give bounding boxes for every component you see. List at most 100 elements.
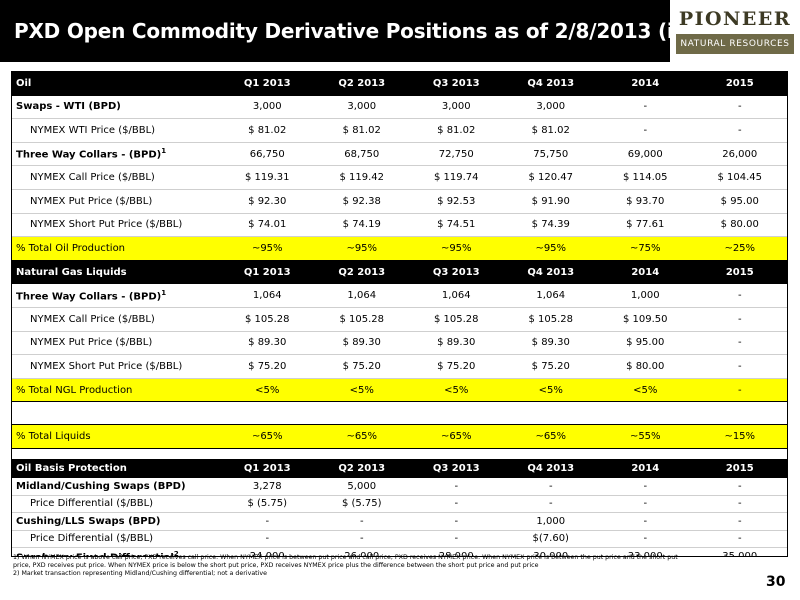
- logo-line-1: PIONEER: [678, 8, 792, 30]
- cell-3: 1,000: [503, 512, 598, 531]
- cell-0: 24,000: [220, 547, 315, 556]
- cell-3: <5%: [503, 378, 598, 403]
- cell-2: Q3 2013: [409, 459, 504, 478]
- cell-0: 66,750: [220, 142, 315, 167]
- cell-1: $ 75.20: [314, 354, 409, 379]
- row-label: NYMEX WTI Price ($/BBL): [12, 118, 220, 143]
- cell-3: $ 120.47: [503, 165, 598, 190]
- cell-2: -: [409, 530, 504, 549]
- cell-1: Q2 2013: [314, 72, 409, 96]
- cell-4: 33,000: [598, 547, 693, 556]
- derivatives-table-container: Oil Q1 2013 Q2 2013 Q3 2013 Q4 2013 2014 2015 S…: [11, 71, 788, 557]
- cell-1: $ 89.30: [314, 331, 409, 356]
- table-row: Spraberry Fixed Differential224,00026,00…: [12, 547, 787, 556]
- cell-5: -: [692, 512, 787, 531]
- cell-4: <5%: [598, 378, 693, 403]
- table-row: Three Way Collars - (BPD)1 66,750 68,750 72…: [12, 142, 787, 167]
- row-label: Oil Basis Protection: [12, 459, 220, 478]
- row-label: Three Way Collars - (BPD)1: [12, 283, 220, 308]
- cell-4: $ 93.70: [598, 189, 693, 214]
- cell-2: 1,064: [409, 283, 504, 308]
- cell-1: ~95%: [314, 236, 409, 261]
- cell-3: 1,064: [503, 283, 598, 308]
- logo-line-2: NATURAL RESOURCES: [676, 34, 794, 54]
- cell-0: $ 105.28: [220, 307, 315, 332]
- cell-2: -: [409, 477, 504, 496]
- cell-4: $ 95.00: [598, 331, 693, 356]
- cell-3: $ 75.20: [503, 354, 598, 379]
- cell-4: 1,000: [598, 283, 693, 308]
- cell-5: -: [692, 118, 787, 143]
- cell-2: $ 92.53: [409, 189, 504, 214]
- cell-2: $ 81.02: [409, 118, 504, 143]
- section-header: Oil Basis Protection Q1 2013 Q2 2013 Q3 201…: [12, 459, 787, 478]
- cell-0: ~95%: [220, 236, 315, 261]
- cell-0: $ 75.20: [220, 354, 315, 379]
- cell-2: $ 105.28: [409, 307, 504, 332]
- cell-0: <5%: [220, 378, 315, 403]
- page-title: PXD Open Commodity Derivative Positions …: [14, 19, 800, 43]
- cell-4: $ 109.50: [598, 307, 693, 332]
- cell-2: $ 75.20: [409, 354, 504, 379]
- cell-5: 35,000: [692, 547, 787, 556]
- cell-2: $ 119.74: [409, 165, 504, 190]
- table-row: Cushing/LLS Swaps (BPD) - - -1,000- -: [12, 512, 787, 531]
- table-row: NYMEX Short Put Price ($/BBL) $ 74.01 $ 74…: [12, 213, 787, 238]
- title-bar: PXD Open Commodity Derivative Positions …: [0, 0, 800, 62]
- cell-5: -: [692, 530, 787, 549]
- cell-2: Q3 2013: [409, 260, 504, 285]
- oil-total-row: % Total Oil Production ~95% ~95% ~95% ~95% ~7…: [12, 236, 787, 261]
- cell-1: 26,000: [314, 547, 409, 556]
- cell-1: <5%: [314, 378, 409, 403]
- cell-4: $ 77.61: [598, 213, 693, 238]
- row-label: % Total Oil Production: [12, 236, 220, 261]
- cell-1: $ 92.38: [314, 189, 409, 214]
- cell-5: -: [692, 307, 787, 332]
- cell-1: -: [314, 530, 409, 549]
- cell-2: 3,000: [409, 95, 504, 120]
- liquids-total-row: % Total Liquids ~65% ~65% ~65% ~65% ~55% ~15%: [12, 424, 787, 449]
- table-row: NYMEX Call Price ($/BBL) $ 119.31 $ 119.42…: [12, 165, 787, 190]
- cell-5: 26,000: [692, 142, 787, 167]
- cell-1: $ 81.02: [314, 118, 409, 143]
- cell-0: Q1 2013: [220, 260, 315, 285]
- cell-5: 2015: [692, 72, 787, 96]
- cell-0: $ 81.02: [220, 118, 315, 143]
- cell-3: ~95%: [503, 236, 598, 261]
- cell-0: -: [220, 530, 315, 549]
- cell-0: 1,064: [220, 283, 315, 308]
- row-label: Cushing/LLS Swaps (BPD): [12, 512, 220, 531]
- cell-4: -: [598, 530, 693, 549]
- row-label: NYMEX Call Price ($/BBL): [12, 307, 220, 332]
- cell-2: $ 74.51: [409, 213, 504, 238]
- table-row: NYMEX Call Price ($/BBL) $ 105.28 $ 105.28…: [12, 307, 787, 332]
- cell-1: ~65%: [314, 424, 409, 449]
- cell-3: Q4 2013: [503, 459, 598, 478]
- row-label: NYMEX Put Price ($/BBL): [12, 189, 220, 214]
- cell-1: 68,750: [314, 142, 409, 167]
- cell-1: $ 105.28: [314, 307, 409, 332]
- cell-5: -: [692, 331, 787, 356]
- cell-1: 1,064: [314, 283, 409, 308]
- row-label: Midland/Cushing Swaps (BPD): [12, 477, 220, 496]
- cell-1: Q2 2013: [314, 260, 409, 285]
- table-row: NYMEX Put Price ($/BBL) $ 92.30 $ 92.38 $ 9…: [12, 189, 787, 214]
- cell-0: -: [220, 512, 315, 531]
- cell-3: $ 74.39: [503, 213, 598, 238]
- cell-3: -: [503, 495, 598, 514]
- cell-0: ~65%: [220, 424, 315, 449]
- cell-4: $ 114.05: [598, 165, 693, 190]
- cell-4: -: [598, 512, 693, 531]
- cell-2: Q3 2013: [409, 72, 504, 96]
- cell-3: $ 91.90: [503, 189, 598, 214]
- cell-5: 2015: [692, 459, 787, 478]
- cell-0: $ 74.01: [220, 213, 315, 238]
- row-label: Three Way Collars - (BPD)1: [12, 142, 220, 167]
- row-label: NYMEX Put Price ($/BBL): [12, 331, 220, 356]
- cell-1: -: [314, 512, 409, 531]
- cell-2: 28,000: [409, 547, 504, 556]
- derivatives-table: Oil Q1 2013 Q2 2013 Q3 2013 Q4 2013 2014 2015 S…: [12, 72, 787, 556]
- cell-1: 5,000: [314, 477, 409, 496]
- cell-3: $ 89.30: [503, 331, 598, 356]
- cell-0: Q1 2013: [220, 72, 315, 96]
